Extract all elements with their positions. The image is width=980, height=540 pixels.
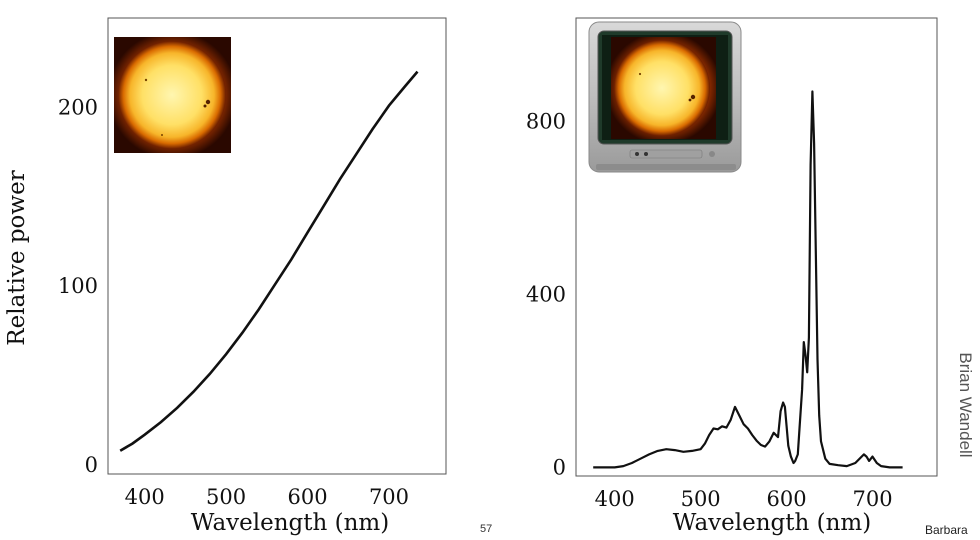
page-number: 57 [480,523,493,535]
x-tick-label: 600 [767,487,807,511]
x-tick-label: 600 [287,485,327,509]
daylight-spectrum-chart: 400 500 600 700 0 100 200 Wavelength (nm) Rela… [4,17,447,536]
sun-photo-inset [114,37,231,153]
y-tick-label: 0 [553,455,566,479]
footer-credit: Barbara [925,523,968,537]
y-tick-label: 200 [58,95,98,119]
x-tick-label: 700 [852,487,892,511]
series-line [119,70,419,452]
y-tick-label: 400 [526,283,566,307]
author-credit: Brian Wandell [956,352,975,458]
x-tick-label: 700 [369,485,409,509]
y-tick-label: 800 [526,110,566,134]
x-axis-label: Wavelength (nm) [673,510,871,536]
x-tick-label: 500 [206,485,246,509]
x-tick-label: 400 [595,487,635,511]
television-inset [588,21,742,173]
y-tick-label: 0 [85,453,98,477]
tv-display-spectrum-chart: 400 500 600 700 0 400 800 Wavelength (nm) [526,17,938,536]
x-tick-label: 500 [681,487,721,511]
series-line [593,90,903,469]
y-axis-label: Relative power [4,170,30,345]
y-tick-label: 100 [58,274,98,298]
x-axis-label: Wavelength (nm) [191,510,389,536]
x-tick-label: 400 [125,485,165,509]
